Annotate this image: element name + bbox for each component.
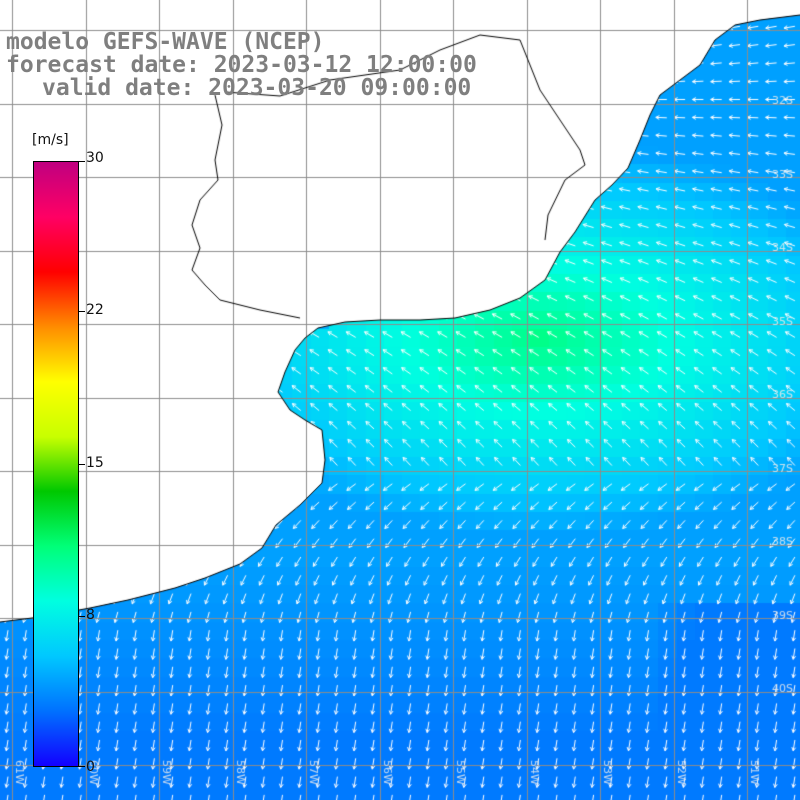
colorbar-tick-mark <box>79 161 85 162</box>
forecast-date: forecast date: 2023-03-12 12:00:00 <box>6 52 477 78</box>
colorbar-tick-22: 22 <box>86 302 104 318</box>
colorbar-tick-mark <box>79 766 85 767</box>
colorbar-tick-mark <box>79 616 85 617</box>
colorbar-tick-30: 30 <box>86 150 104 166</box>
colorbar <box>33 161 79 767</box>
colorbar-unit: [m/s] <box>32 132 69 148</box>
valid-date: valid date: 2023-03-20 09:00:00 <box>42 75 472 101</box>
model-title: modelo GEFS-WAVE (NCEP) <box>6 29 325 55</box>
colorbar-tick-8: 8 <box>86 607 95 623</box>
colorbar-tick-mark <box>79 311 85 312</box>
colorbar-tick-15: 15 <box>86 455 104 471</box>
colorbar-tick-0: 0 <box>86 759 95 775</box>
colorbar-tick-mark <box>79 464 85 465</box>
